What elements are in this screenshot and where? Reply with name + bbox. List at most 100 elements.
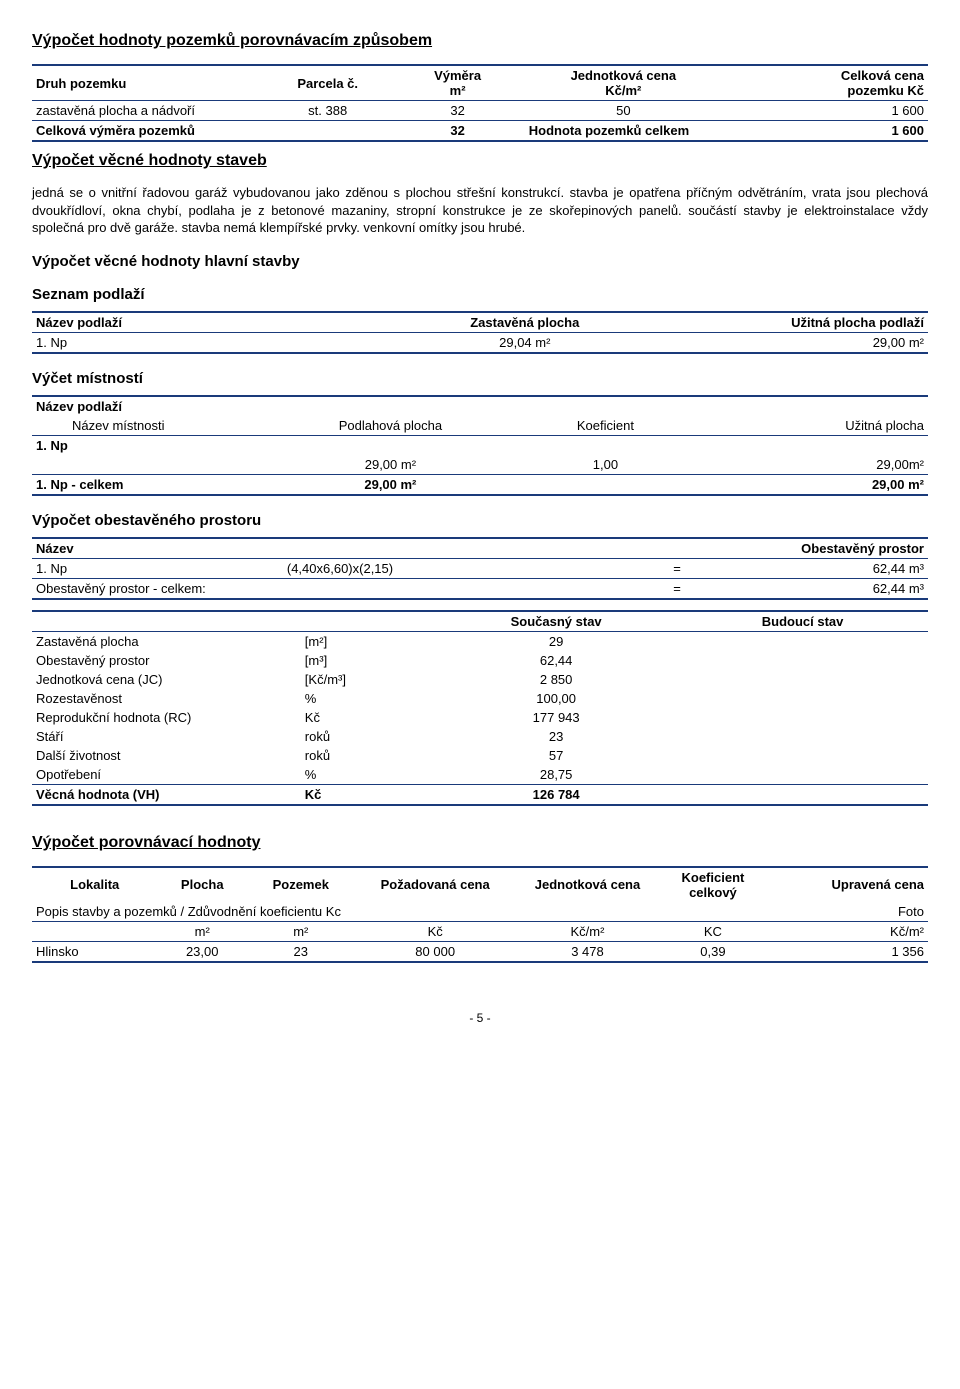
table-mistnosti: Název podlaží Název místnosti Podlahová … bbox=[32, 395, 928, 496]
td-req: 80 000 bbox=[355, 941, 516, 962]
calc-label: Reprodukční hodnota (RC) bbox=[32, 708, 301, 727]
td-total-v2: 1 600 bbox=[722, 121, 928, 142]
para-popis: jedná se o vnitřní řadovou garáž vybudov… bbox=[32, 184, 928, 237]
th-upravena: Upravená cena bbox=[767, 867, 928, 902]
td-op-celkem-v: 62,44 m³ bbox=[713, 578, 928, 599]
calc-label: Obestavěný prostor bbox=[32, 651, 301, 670]
calc-value: 57 bbox=[435, 746, 677, 765]
td-poz: 23 bbox=[247, 941, 355, 962]
th-foto: Foto bbox=[767, 902, 928, 922]
td-op-v1: 62,44 m³ bbox=[713, 558, 928, 578]
td-jc: 50 bbox=[525, 101, 722, 121]
td-kf: 1,00 bbox=[498, 455, 713, 475]
calc-label: Zastavěná plocha bbox=[32, 631, 301, 651]
th-jc: Jednotková cenaKč/m² bbox=[525, 65, 722, 101]
td-total-l2: Hodnota pozemků celkem bbox=[525, 121, 722, 142]
th-lokalita: Lokalita bbox=[32, 867, 157, 902]
th-popis-sub: Popis stavby a pozemků / Zdůvodnění koef… bbox=[32, 902, 659, 922]
td-druh: zastavěná plocha a nádvoří bbox=[32, 101, 265, 121]
calc-label: Jednotková cena (JC) bbox=[32, 670, 301, 689]
td-vh-l: Věcná hodnota (VH) bbox=[32, 784, 301, 805]
calc-value: 177 943 bbox=[435, 708, 677, 727]
th-uzitna: Užitná plocha podlaží bbox=[659, 312, 928, 333]
table-obestaveny: Název Obestavěný prostor 1. Np (4,40x6,6… bbox=[32, 537, 928, 600]
heading-vecna-hlavni: Výpočet věcné hodnoty hlavní stavby bbox=[32, 253, 928, 270]
th-parcela: Parcela č. bbox=[265, 65, 390, 101]
td-celkem-pp: 29,00 m² bbox=[283, 474, 498, 495]
calc-unit: [m³] bbox=[301, 651, 435, 670]
th-nazev-op: Název bbox=[32, 538, 283, 559]
td-parcela: st. 388 bbox=[265, 101, 390, 121]
td-up: 29,00 m² bbox=[659, 332, 928, 353]
th-plocha: Plocha bbox=[157, 867, 247, 902]
td-vh-v: 126 784 bbox=[435, 784, 677, 805]
calc-label: Rozestavěnost bbox=[32, 689, 301, 708]
table-porovnavaci: Lokalita Plocha Pozemek Požadovaná cena … bbox=[32, 866, 928, 963]
heading-vycet: Výčet místností bbox=[32, 370, 928, 387]
calc-unit: % bbox=[301, 689, 435, 708]
calc-unit: % bbox=[301, 765, 435, 785]
td-up2: 29,00m² bbox=[713, 455, 928, 475]
heading-seznam-podlazi: Seznam podlaží bbox=[32, 286, 928, 303]
u-kcm2-2: Kč/m² bbox=[767, 921, 928, 941]
td-total-l1: Celková výměra pozemků bbox=[32, 121, 265, 142]
th-cc: Celková cenapozemku Kč bbox=[722, 65, 928, 101]
calc-value: 23 bbox=[435, 727, 677, 746]
th-druh: Druh pozemku bbox=[32, 65, 265, 101]
u-m2-2: m² bbox=[247, 921, 355, 941]
td-eq1: = bbox=[641, 558, 713, 578]
calc-unit: [Kč/m³] bbox=[301, 670, 435, 689]
td-cc: 1 600 bbox=[722, 101, 928, 121]
u-kc2: KC bbox=[659, 921, 767, 941]
th-zastavena: Zastavěná plocha bbox=[390, 312, 659, 333]
table-pozemky: Druh pozemku Parcela č. Výměram² Jednotk… bbox=[32, 64, 928, 142]
td-upr: 1 356 bbox=[767, 941, 928, 962]
u-m2-1: m² bbox=[157, 921, 247, 941]
td-pl: 23,00 bbox=[157, 941, 247, 962]
heading-obestaveny: Výpočet obestavěného prostoru bbox=[32, 512, 928, 529]
th-budouci: Budoucí stav bbox=[677, 611, 928, 632]
th-jednotkova: Jednotková cena bbox=[516, 867, 659, 902]
th-koef: Koeficient bbox=[498, 416, 713, 436]
th-op: Obestavěný prostor bbox=[713, 538, 928, 559]
calc-value: 28,75 bbox=[435, 765, 677, 785]
td-jc2: 3 478 bbox=[516, 941, 659, 962]
td-np1-2: 1. Np bbox=[32, 435, 283, 455]
td-eq2: = bbox=[641, 578, 713, 599]
heading-pozemky: Výpočet hodnoty pozemků porovnávacím způ… bbox=[32, 32, 928, 50]
calc-unit: [m²] bbox=[301, 631, 435, 651]
th-nazev-mistnosti: Název místnosti bbox=[32, 416, 283, 436]
page-number: - 5 - bbox=[32, 1011, 928, 1025]
td-vh-u: Kč bbox=[301, 784, 435, 805]
calc-value: 29 bbox=[435, 631, 677, 651]
th-nazev-podlazi: Název podlaží bbox=[32, 312, 390, 333]
heading-vecna-staveb: Výpočet věcné hodnoty staveb bbox=[32, 152, 928, 170]
td-formula: (4,40x6,60)x(2,15) bbox=[283, 558, 641, 578]
calc-label: Stáří bbox=[32, 727, 301, 746]
u-kc: Kč bbox=[355, 921, 516, 941]
td-celkem-l: 1. Np - celkem bbox=[32, 474, 283, 495]
calc-unit: Kč bbox=[301, 708, 435, 727]
td-np1: 1. Np bbox=[32, 332, 390, 353]
calc-unit: roků bbox=[301, 727, 435, 746]
td-zp: 29,04 m² bbox=[390, 332, 659, 353]
td-kf2: 0,39 bbox=[659, 941, 767, 962]
td-np1-3: 1. Np bbox=[32, 558, 283, 578]
th-pozadovana: Požadovaná cena bbox=[355, 867, 516, 902]
table-calc: Současný stav Budoucí stav Zastavěná plo… bbox=[32, 610, 928, 806]
u-kcm2: Kč/m² bbox=[516, 921, 659, 941]
td-pp: 29,00 m² bbox=[283, 455, 498, 475]
calc-label: Další životnost bbox=[32, 746, 301, 765]
td-celkem-up: 29,00 m² bbox=[713, 474, 928, 495]
th-podlahova: Podlahová plocha bbox=[283, 416, 498, 436]
th-nazev-podlazi-2: Název podlaží bbox=[32, 396, 283, 416]
th-vymera: Výměram² bbox=[390, 65, 524, 101]
heading-porovnavaci: Výpočet porovnávací hodnoty bbox=[32, 834, 928, 852]
th-soucasny: Současný stav bbox=[435, 611, 677, 632]
th-pozemek: Pozemek bbox=[247, 867, 355, 902]
th-koef2: Koeficientcelkový bbox=[659, 867, 767, 902]
calc-label: Opotřebení bbox=[32, 765, 301, 785]
td-total-v1: 32 bbox=[390, 121, 524, 142]
td-vymera: 32 bbox=[390, 101, 524, 121]
calc-value: 62,44 bbox=[435, 651, 677, 670]
